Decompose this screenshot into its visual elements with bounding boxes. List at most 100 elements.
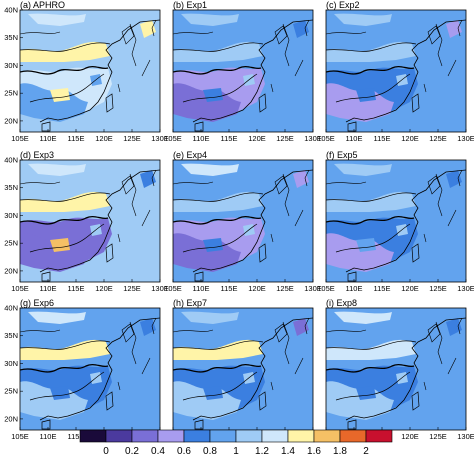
colorbar-swatch: [131, 429, 159, 443]
x-tick-label: 130E: [457, 134, 474, 143]
field-region: [356, 386, 376, 400]
colorbar-label: 1.8: [333, 446, 347, 456]
map-panel: (a) APHRO 20N 25N 30N 35N 40N 105E 110E 115E 120E…: [4, 0, 169, 143]
map-panel: (d) Exp3 20N 25N 30N 35N 40N 105E 110E 115E 120E 1…: [4, 150, 169, 293]
field-region: [181, 311, 239, 324]
field-region: [20, 339, 110, 360]
field-region: [20, 191, 110, 212]
x-tick-label: 120E: [401, 284, 419, 293]
colorbar-label: 0.4: [151, 446, 165, 456]
x-tick-label: 105E: [317, 134, 335, 143]
y-tick-label: 40N: [4, 6, 18, 15]
map-panel: (b) Exp1 105E 110E 115E 120E 125E 130E: [164, 0, 322, 143]
field-region: [293, 318, 309, 336]
field-region: [326, 381, 394, 420]
x-tick-label: 120E: [248, 134, 266, 143]
panel-title: (h) Exp7: [173, 298, 207, 308]
field-region: [173, 381, 241, 420]
field-region: [446, 20, 462, 38]
field-region: [173, 41, 263, 62]
colorbar-label: 1.6: [307, 446, 321, 456]
y-tick-label: 40N: [4, 156, 18, 165]
x-tick-label: 120E: [401, 432, 419, 441]
field-region: [140, 318, 156, 336]
y-tick-label: 35N: [4, 33, 18, 42]
field-region: [334, 13, 392, 26]
field-region: [140, 20, 156, 38]
field-region: [20, 83, 88, 122]
colorbar-swatch: [79, 429, 107, 443]
x-tick-label: 110E: [193, 284, 210, 293]
x-tick-label: 105E: [11, 284, 29, 293]
map-panel: (i) Exp8105E110E115E120E125E130E: [317, 298, 474, 441]
colorbar-swatch: [365, 429, 393, 443]
x-tick-label: 110E: [346, 134, 363, 143]
field-region: [173, 233, 241, 272]
field-region: [326, 191, 416, 212]
y-tick-label: 25N: [4, 89, 18, 98]
panel-title: (b) Exp1: [173, 0, 207, 10]
field-region: [203, 88, 223, 102]
y-tick-label: 25N: [4, 387, 18, 396]
panel-title: (g) Exp6: [20, 298, 54, 308]
x-tick-label: 105E: [11, 134, 29, 143]
y-tick-label: 35N: [4, 183, 18, 192]
x-tick-label: 105E: [164, 284, 182, 293]
x-tick-label: 130E: [304, 284, 322, 293]
field-region: [203, 238, 223, 252]
x-tick-label: 110E: [346, 284, 363, 293]
field-region: [140, 170, 156, 188]
x-tick-label: 115E: [221, 134, 238, 143]
x-tick-label: 115E: [374, 134, 391, 143]
panel-title: (d) Exp3: [20, 150, 54, 160]
x-tick-label: 130E: [457, 432, 474, 441]
y-tick-label: 25N: [4, 239, 18, 248]
y-tick-label: 30N: [4, 211, 18, 220]
field-region: [334, 163, 392, 176]
field-region: [326, 233, 394, 272]
field-region: [50, 238, 70, 252]
y-tick-label: 20N: [4, 116, 18, 125]
x-tick-label: 115E: [68, 284, 85, 293]
map-panel: (h) Exp7105E110E115E120E125E130E: [164, 298, 322, 441]
map-panel: (c) Exp2 105E 110E 115E 120E 125E 130E: [317, 0, 474, 143]
field-region: [203, 386, 223, 400]
x-tick-label: 125E: [123, 284, 141, 293]
colorbar-label: 0.8: [203, 446, 217, 456]
x-tick-label: 110E: [40, 432, 57, 441]
x-tick-label: 120E: [248, 284, 266, 293]
field-region: [356, 238, 376, 252]
x-tick-label: 120E: [95, 284, 113, 293]
field-region: [326, 41, 416, 62]
y-tick-label: 20N: [4, 266, 18, 275]
colorbar-swatch: [183, 429, 211, 443]
x-tick-label: 130E: [151, 284, 169, 293]
panel-frame: [19, 9, 161, 133]
colorbar: 0 0.2 0.4 0.6 0.8 1 1.2 1.4 1.6 1.8 2: [79, 429, 393, 456]
y-tick-label: 30N: [4, 61, 18, 70]
x-tick-label: 105E: [11, 432, 29, 441]
x-tick-label: 110E: [193, 134, 210, 143]
panel-frame: [325, 9, 467, 133]
x-tick-label: 130E: [304, 134, 322, 143]
field-region: [50, 386, 70, 400]
x-tick-label: 125E: [276, 134, 294, 143]
colorbar-swatch: [235, 429, 263, 443]
colorbar-swatch: [339, 429, 367, 443]
field-region: [326, 339, 416, 360]
panel-frame: [325, 307, 467, 431]
colorbar-swatch: [209, 429, 237, 443]
field-region: [28, 311, 86, 324]
field-region: [356, 88, 376, 102]
x-tick-label: 125E: [276, 284, 294, 293]
colorbar-label: 0: [103, 446, 109, 456]
field-region: [50, 88, 70, 102]
x-tick-label: 105E: [317, 284, 335, 293]
field-region: [181, 13, 239, 26]
field-region: [446, 170, 462, 188]
colorbar-label: 1: [233, 446, 239, 456]
x-tick-label: 125E: [429, 134, 447, 143]
field-region: [293, 20, 309, 38]
panel-title: (i) Exp8: [326, 298, 357, 308]
